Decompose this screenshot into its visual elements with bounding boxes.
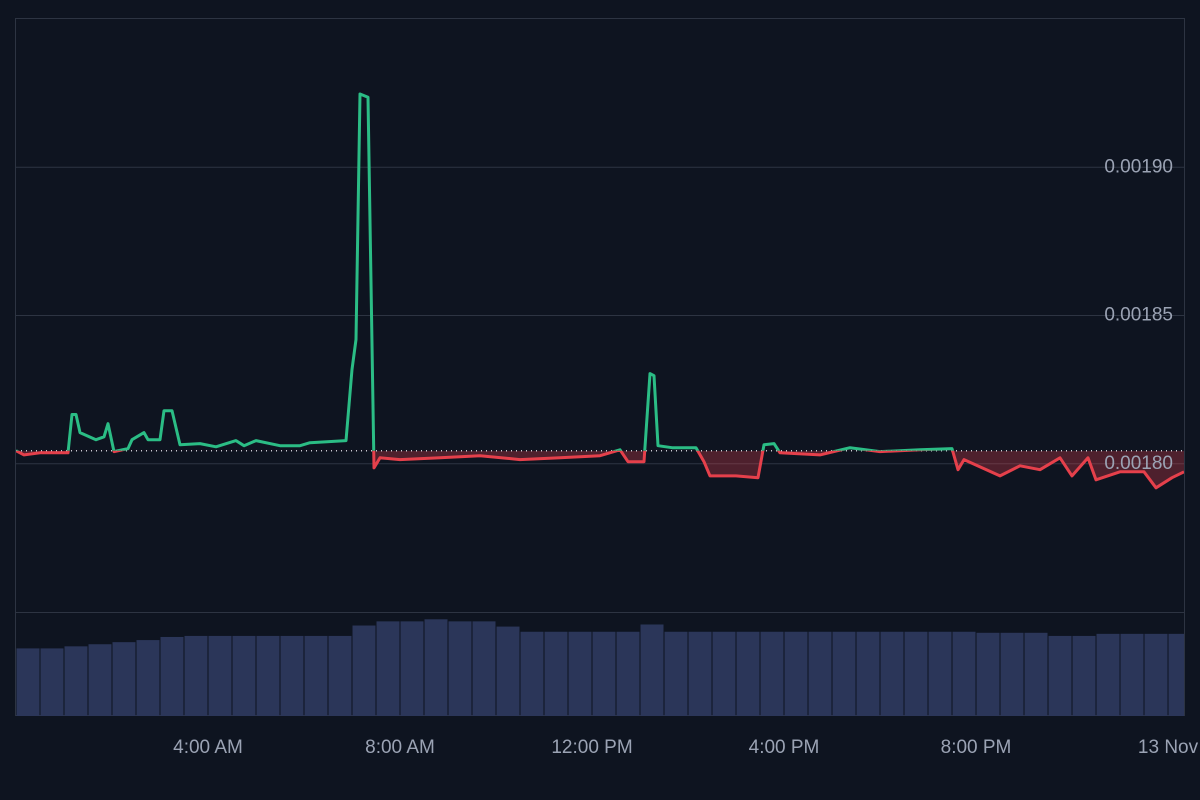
volume-bar (424, 619, 448, 716)
volume-bar (1168, 633, 1184, 716)
volume-bar (232, 635, 256, 716)
volume-bar (976, 632, 1000, 716)
volume-bar (496, 626, 520, 716)
volume-bar (808, 631, 832, 716)
x-tick-label: 13 Nov (1138, 737, 1199, 758)
volume-bar (712, 631, 736, 716)
volume-bar (688, 631, 712, 716)
x-tick-label: 4:00 AM (173, 737, 243, 758)
volume-bar (328, 635, 352, 716)
volume-bar (400, 621, 424, 716)
volume-bar (184, 635, 208, 716)
volume-bar (352, 625, 376, 716)
volume-bar (280, 635, 304, 716)
volume-bar (1024, 632, 1048, 716)
volume-bar (40, 648, 64, 716)
volume-bar (784, 631, 808, 716)
plot-frame (15, 18, 1185, 716)
x-tick-label: 8:00 AM (365, 737, 435, 758)
volume-bar (448, 621, 472, 716)
volume-bar (1120, 633, 1144, 716)
price-line-up (16, 92, 955, 451)
volume-bar (16, 648, 40, 716)
volume-bar (208, 635, 232, 716)
volume-bar (1048, 635, 1072, 716)
volume-bar (64, 646, 88, 716)
volume-bar (520, 631, 544, 716)
x-tick-label: 8:00 PM (941, 737, 1012, 758)
volume-bar (760, 631, 784, 716)
volume-bar (736, 631, 760, 716)
volume-bar (544, 631, 568, 716)
volume-bar (1000, 632, 1024, 716)
volume-bar (856, 631, 880, 716)
volume-bar (904, 631, 928, 716)
volume-bar (616, 631, 640, 716)
volume-bar (136, 640, 160, 716)
y-tick-label: 0.00185 (1104, 305, 1173, 326)
volume-bar (928, 631, 952, 716)
volume-bar (88, 644, 112, 716)
volume-bar (568, 631, 592, 716)
volume-bar (160, 636, 184, 716)
x-tick-label: 4:00 PM (749, 737, 820, 758)
volume-bar (640, 624, 664, 716)
volume-bar (1096, 633, 1120, 716)
volume-bar (1144, 633, 1168, 716)
volume-bar (1072, 635, 1096, 716)
volume-bar (256, 635, 280, 716)
y-tick-label: 0.00180 (1104, 453, 1173, 474)
volume-bar (664, 631, 688, 716)
volume-bars (16, 619, 1184, 716)
x-tick-label: 12:00 PM (551, 737, 632, 758)
volume-bar (952, 631, 976, 716)
price-line-down (16, 450, 1184, 490)
down-area (16, 450, 1184, 488)
volume-bar (832, 631, 856, 716)
volume-bar (592, 631, 616, 716)
y-tick-label: 0.00190 (1104, 156, 1173, 177)
volume-bar (112, 642, 136, 716)
volume-bar (880, 631, 904, 716)
volume-bar (304, 635, 328, 716)
volume-bar (376, 621, 400, 716)
volume-bar (472, 621, 496, 716)
